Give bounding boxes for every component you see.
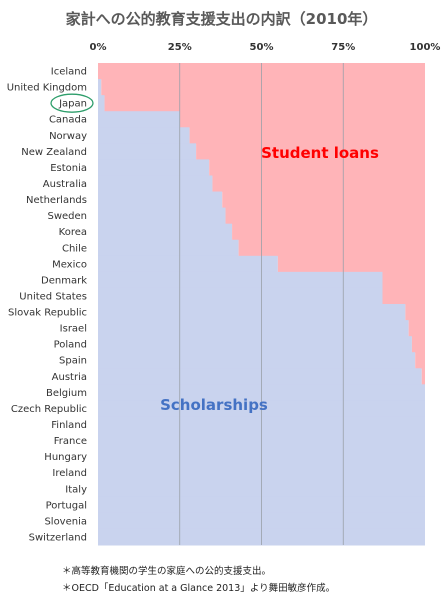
- bar-student-loans-slovak-republic: [405, 304, 425, 321]
- chart-title: 家計への公的教育支援支出の内訳（2010年）: [65, 10, 378, 28]
- bar-scholarships-israel: [98, 320, 409, 337]
- category-label-france: France: [54, 436, 87, 447]
- category-label-slovenia: Slovenia: [44, 516, 87, 527]
- category-label-italy: Italy: [65, 484, 87, 495]
- category-label-japan: Japan: [58, 99, 87, 110]
- category-label-sweden: Sweden: [47, 211, 87, 222]
- bar-scholarships-estonia: [98, 159, 210, 176]
- bar-student-loans-estonia: [209, 159, 425, 176]
- bar-scholarships-austria: [98, 368, 422, 385]
- category-label-united-states: United States: [19, 291, 87, 302]
- highlight-circle: [50, 93, 94, 113]
- x-tick-labels: 0% 25% 50% 75% 100%: [90, 42, 441, 53]
- category-label-chile: Chile: [62, 243, 87, 254]
- bar-student-loans-mexico: [277, 255, 425, 273]
- x-tick-0pct: 0%: [90, 42, 107, 53]
- bar-student-loans-norway: [189, 127, 425, 144]
- bar-scholarships-netherlands: [98, 191, 223, 209]
- category-label-estonia: Estonia: [50, 163, 87, 174]
- bar-student-loans-austria: [421, 368, 425, 385]
- category-label-canada: Canada: [49, 115, 87, 126]
- category-label-denmark: Denmark: [41, 275, 87, 286]
- bar-student-loans-chile: [238, 239, 425, 257]
- bar-scholarships-mexico: [98, 255, 278, 273]
- x-tick-25pct: 25%: [168, 42, 192, 53]
- bar-student-loans-sweden: [225, 207, 425, 225]
- bar-student-loans-denmark: [382, 271, 425, 289]
- category-label-korea: Korea: [59, 227, 87, 238]
- bar-scholarships-united-states: [98, 287, 383, 305]
- bar-student-loans-spain: [415, 352, 425, 369]
- category-label-poland: Poland: [54, 340, 87, 351]
- x-tick-100pct: 100%: [410, 42, 441, 53]
- bar-student-loans-new-zealand: [196, 143, 425, 160]
- bar-scholarships-korea: [98, 223, 233, 241]
- category-label-belgium: Belgium: [46, 388, 87, 399]
- category-label-czech-republic: Czech Republic: [11, 404, 87, 415]
- category-labels: Iceland United Kingdom Japan Canada Norway Ne…: [7, 67, 87, 544]
- category-label-switzerland: Switzerland: [29, 532, 87, 543]
- bar-scholarships-chile: [98, 239, 239, 257]
- category-label-finland: Finland: [51, 420, 87, 431]
- bar-scholarships-poland: [98, 336, 412, 353]
- bar-student-loans-australia: [212, 175, 425, 193]
- category-label-new-zealand: New Zealand: [21, 147, 87, 158]
- series-label-student-loans: Student loans: [261, 144, 379, 162]
- series-labels: Student loans Scholarships: [160, 144, 379, 414]
- bar-student-loans-united-states: [382, 287, 425, 305]
- category-label-hungary: Hungary: [44, 452, 87, 463]
- footnote-1: ＊高等教育機関の学生の家庭への公的支援支出。: [62, 566, 272, 577]
- category-label-netherlands: Netherlands: [26, 195, 87, 206]
- gridlines-layer: [179, 63, 344, 545]
- bar-scholarships-japan: [98, 95, 105, 112]
- bar-scholarships-canada: [98, 111, 180, 128]
- bar-student-loans-canada: [179, 111, 425, 128]
- category-label-portugal: Portugal: [46, 500, 87, 511]
- bar-scholarships-new-zealand: [98, 143, 197, 160]
- footnotes: ＊高等教育機関の学生の家庭への公的支援支出。 ＊OECD「Education a…: [62, 563, 335, 597]
- footnote-2: ＊OECD「Education at a Glance 2013」より舞田敏彦作…: [62, 583, 336, 594]
- bar-scholarships-norway: [98, 127, 190, 144]
- series-label-scholarships: Scholarships: [160, 396, 268, 414]
- category-label-mexico: Mexico: [52, 259, 87, 270]
- bar-student-loans-japan: [104, 95, 425, 112]
- bar-student-loans-korea: [232, 223, 425, 241]
- bar-student-loans-israel: [408, 320, 425, 337]
- category-label-united-kingdom: United Kingdom: [7, 83, 87, 94]
- highlight-layer: [50, 93, 94, 113]
- bar-student-loans-united-kingdom: [101, 79, 426, 96]
- bar-scholarships-slovak-republic: [98, 304, 406, 321]
- category-label-spain: Spain: [59, 356, 87, 367]
- bar-scholarships-sweden: [98, 207, 226, 225]
- bar-scholarships-united-kingdom: [98, 79, 102, 96]
- category-label-slovak-republic: Slovak Republic: [8, 308, 87, 319]
- bar-student-loans-netherlands: [222, 191, 425, 209]
- x-tick-50pct: 50%: [250, 42, 274, 53]
- category-label-ireland: Ireland: [52, 468, 87, 479]
- category-label-norway: Norway: [49, 131, 87, 142]
- category-label-iceland: Iceland: [51, 67, 87, 78]
- x-tick-75pct: 75%: [331, 42, 355, 53]
- bar-scholarships-denmark: [98, 271, 383, 289]
- category-label-israel: Israel: [60, 324, 87, 335]
- bar-scholarships-australia: [98, 175, 213, 193]
- category-label-austria: Austria: [52, 372, 87, 383]
- category-label-australia: Australia: [43, 179, 87, 190]
- bar-student-loans-poland: [411, 336, 425, 353]
- bar-scholarships-spain: [98, 352, 416, 369]
